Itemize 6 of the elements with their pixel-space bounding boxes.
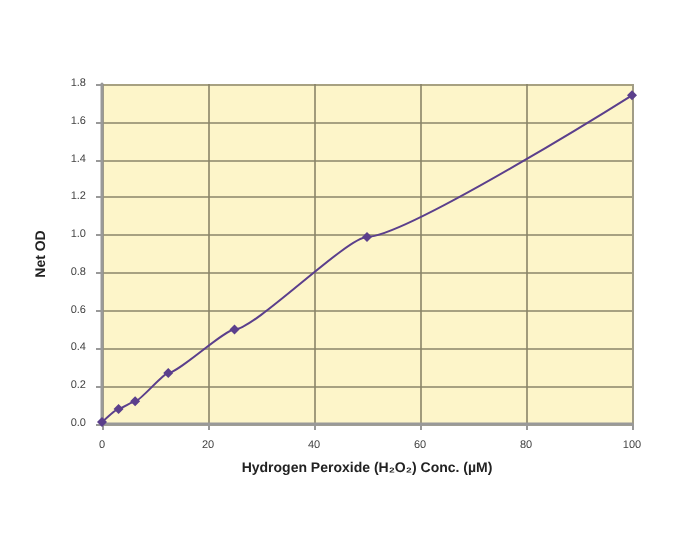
point [113,403,124,414]
point [627,90,637,101]
point [130,396,141,407]
point [362,232,372,242]
point [163,368,174,378]
point [229,324,240,335]
